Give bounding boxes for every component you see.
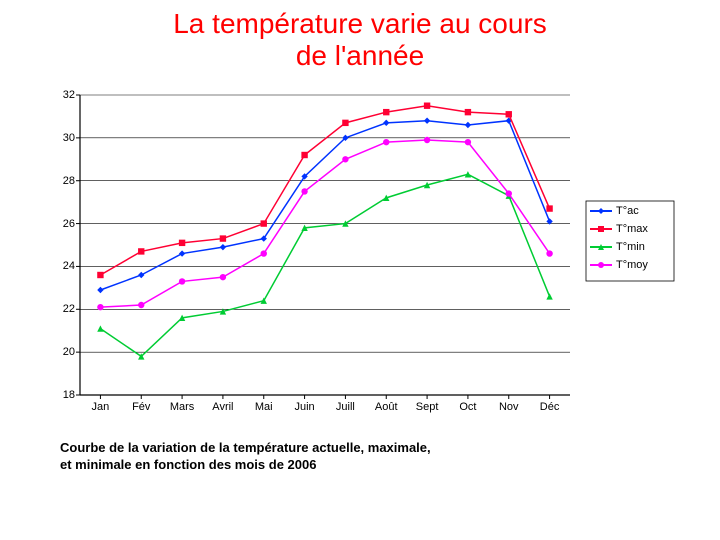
legend-item: T°moy (590, 259, 648, 271)
legend-item: T°max (590, 223, 648, 235)
x-tick-label: Nov (499, 401, 519, 413)
y-tick-label: 18 (50, 389, 75, 401)
page-title: La température varie au cours de l'année (0, 8, 720, 72)
legend-label: T°max (616, 223, 648, 235)
title-line1: La température varie au cours (173, 8, 547, 39)
legend-label: T°ac (616, 205, 639, 217)
y-tick-label: 32 (50, 89, 75, 101)
y-tick-label: 22 (50, 303, 75, 315)
x-tick-label: Août (375, 401, 398, 413)
x-tick-label: Mars (170, 401, 194, 413)
x-tick-label: Déc (540, 401, 560, 413)
legend-label: T°min (616, 241, 645, 253)
x-tick-label: Oct (459, 401, 476, 413)
legend-label: T°moy (616, 259, 648, 271)
y-tick-label: 30 (50, 132, 75, 144)
chart-caption: Courbe de la variation de la température… (60, 440, 431, 474)
caption-line1: Courbe de la variation de la température… (60, 440, 431, 455)
x-tick-label: Avril (212, 401, 233, 413)
y-tick-label: 20 (50, 346, 75, 358)
legend-item: T°ac (590, 205, 639, 217)
legend-item: T°min (590, 241, 645, 253)
x-tick-label: Fév (132, 401, 150, 413)
x-tick-label: Mai (255, 401, 273, 413)
y-tick-label: 28 (50, 175, 75, 187)
x-tick-label: Jan (92, 401, 110, 413)
title-line2: de l'année (296, 40, 424, 71)
x-tick-label: Juin (294, 401, 314, 413)
y-tick-label: 26 (50, 218, 75, 230)
caption-line2: et minimale en fonction des mois de 2006 (60, 457, 316, 472)
y-tick-label: 24 (50, 260, 75, 272)
x-tick-label: Juill (336, 401, 355, 413)
chart-container: 18 20 22 24 26 28 30 32 Jan Fév Mars Avril Mai Juin J… (30, 85, 690, 485)
x-tick-label: Sept (416, 401, 439, 413)
